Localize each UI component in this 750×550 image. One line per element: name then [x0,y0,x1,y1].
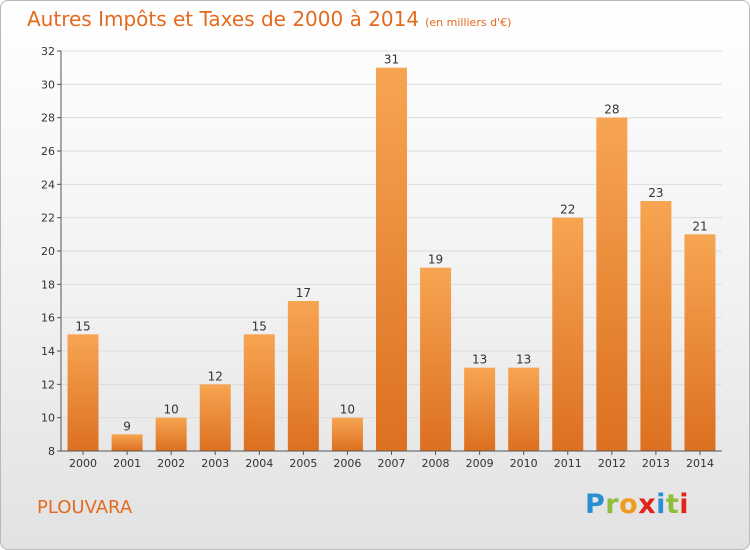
y-tick-label: 22 [41,212,55,225]
y-tick-label: 14 [41,345,55,358]
bar [243,334,275,451]
data-label: 21 [692,219,707,233]
y-tick-label: 28 [41,112,55,125]
y-tick-label: 12 [41,378,55,391]
data-label: 22 [560,203,575,217]
x-tick-label: 2000 [69,457,97,470]
data-label: 23 [648,186,663,200]
y-tick-label: 32 [41,45,55,58]
x-tick-label: 2004 [245,457,273,470]
x-tick-label: 2002 [157,457,185,470]
bar [552,217,584,451]
bar [287,301,319,451]
data-label: 13 [516,353,531,367]
x-tick-label: 2003 [201,457,229,470]
chart-title-text: Autres Impôts et Taxes de 2000 à 2014 [27,7,420,31]
axes: 8 10 12 14 16 18 20 22 24 26 28 30 32 2000 2001 2002 200… [41,45,722,470]
bars: 15 9 10 12 15 17 10 31 19 13 13 22 28 23 21 [67,53,716,452]
data-label: 28 [604,103,619,117]
x-tick-label: 2012 [598,457,626,470]
x-tick-label: 2009 [466,457,494,470]
data-label: 9 [123,419,131,433]
x-tick-label: 2006 [333,457,361,470]
bar [464,367,496,451]
logo-letter: t [665,489,680,520]
commune-name: PLOUVARA [37,497,133,518]
proxiti-logo: Proxiti [585,489,689,520]
data-label: 10 [340,403,355,417]
bar [640,201,672,451]
data-label: 19 [428,253,443,267]
data-label: 17 [296,286,311,300]
data-label: 31 [384,53,399,67]
y-tick-label: 8 [48,445,55,458]
y-tick-label: 18 [41,278,55,291]
x-tick-label: 2008 [422,457,450,470]
logo-letter: x [638,489,657,520]
data-label: 15 [75,319,90,333]
bar [67,334,99,451]
data-label: 15 [252,319,267,333]
x-tick-label: 2007 [378,457,406,470]
bar [199,384,231,451]
bar [508,367,540,451]
logo-letter: i [679,489,690,520]
logo-letter: P [585,489,606,520]
y-tick-label: 26 [41,145,55,158]
bar [376,67,407,452]
x-tick-label: 2001 [113,457,141,470]
bar [420,267,452,451]
bar [155,417,187,451]
x-tick-label: 2013 [642,457,670,470]
x-tick-label: 2010 [510,457,538,470]
y-tick-label: 20 [41,245,55,258]
logo-letter: o [619,489,639,520]
y-tick-label: 24 [41,178,55,191]
bar [596,117,628,452]
data-label: 13 [472,353,487,367]
chart-title: Autres Impôts et Taxes de 2000 à 2014 (en… [27,7,511,31]
logo-letter: i [656,489,666,520]
x-tick-label: 2014 [686,457,714,470]
y-tick-label: 10 [41,412,55,425]
y-tick-label: 30 [41,78,55,91]
logo-letter: r [605,489,620,520]
bar [684,234,716,451]
data-label: 10 [164,403,179,417]
bar [331,417,363,451]
y-tick-label: 16 [41,312,55,325]
x-tick-label: 2005 [289,457,317,470]
bar [111,434,143,451]
data-label: 12 [208,369,223,383]
x-tick-label: 2011 [554,457,582,470]
chart-unit: (en milliers d'€) [425,16,512,29]
